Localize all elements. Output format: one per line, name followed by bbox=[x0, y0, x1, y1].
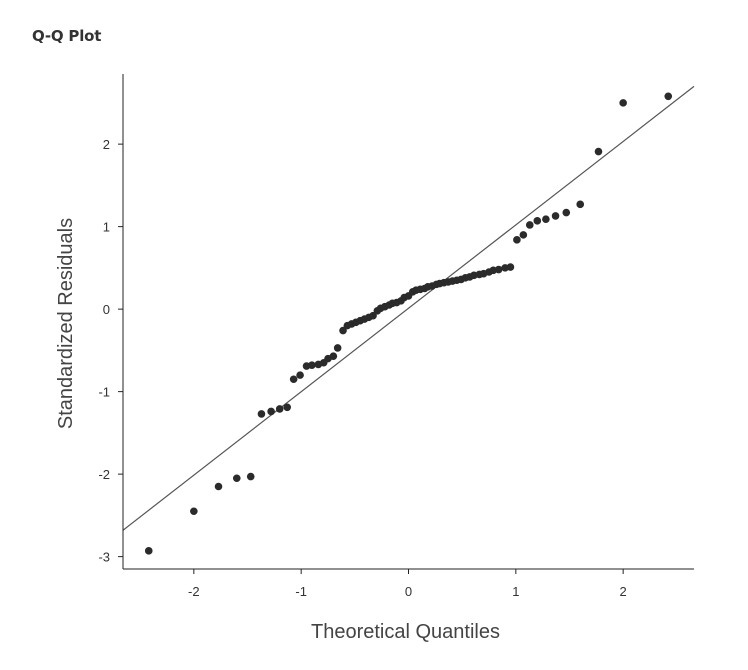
y-tick-label: -3 bbox=[98, 550, 110, 565]
y-tick-label: 1 bbox=[103, 220, 110, 235]
data-point bbox=[562, 208, 571, 217]
x-tick-label: 1 bbox=[512, 584, 519, 599]
data-point bbox=[214, 482, 223, 491]
data-point bbox=[525, 221, 534, 229]
data-point bbox=[257, 410, 266, 418]
data-point bbox=[551, 212, 560, 220]
data-point bbox=[296, 371, 304, 379]
data-point bbox=[339, 326, 347, 335]
y-tick-label: 2 bbox=[103, 137, 110, 152]
x-tick-label: -1 bbox=[295, 584, 307, 599]
data-point bbox=[513, 236, 521, 244]
data-point bbox=[246, 472, 255, 481]
axes-layer bbox=[122, 74, 694, 570]
data-point bbox=[333, 344, 342, 352]
data-point bbox=[533, 217, 542, 225]
data-point bbox=[289, 375, 298, 384]
data-point bbox=[283, 403, 292, 412]
y-tick-label: -1 bbox=[98, 385, 110, 400]
data-point bbox=[594, 147, 603, 156]
x-tick-label: -2 bbox=[188, 584, 200, 599]
data-point bbox=[494, 265, 503, 274]
data-point bbox=[267, 407, 275, 416]
data-point bbox=[308, 361, 316, 370]
data-point bbox=[144, 547, 153, 555]
data-point bbox=[576, 200, 585, 209]
data-point bbox=[190, 507, 198, 516]
data-point bbox=[619, 99, 627, 107]
y-axis-title: Standardized Residuals bbox=[55, 218, 77, 429]
data-point bbox=[506, 263, 515, 271]
y-tick-label: 0 bbox=[103, 302, 110, 317]
reference-line-layer bbox=[122, 85, 695, 531]
data-point bbox=[232, 474, 241, 483]
y-tick-label: -2 bbox=[98, 467, 110, 482]
x-tick-label: 2 bbox=[620, 584, 627, 599]
chart-title: Q-Q Plot bbox=[32, 27, 102, 45]
data-point bbox=[275, 405, 284, 413]
data-point bbox=[369, 311, 377, 320]
data-point bbox=[519, 231, 528, 239]
x-axis-title: Theoretical Quantiles bbox=[311, 621, 500, 643]
data-point bbox=[542, 215, 550, 223]
ticks-layer: -2 -1 0 1 2 -3 -2 -1 0 1 2 bbox=[98, 137, 626, 599]
data-points-layer bbox=[144, 92, 673, 555]
reference-line bbox=[122, 85, 695, 531]
x-tick-label: 0 bbox=[405, 584, 412, 599]
data-point bbox=[329, 352, 338, 360]
data-point bbox=[664, 92, 673, 101]
